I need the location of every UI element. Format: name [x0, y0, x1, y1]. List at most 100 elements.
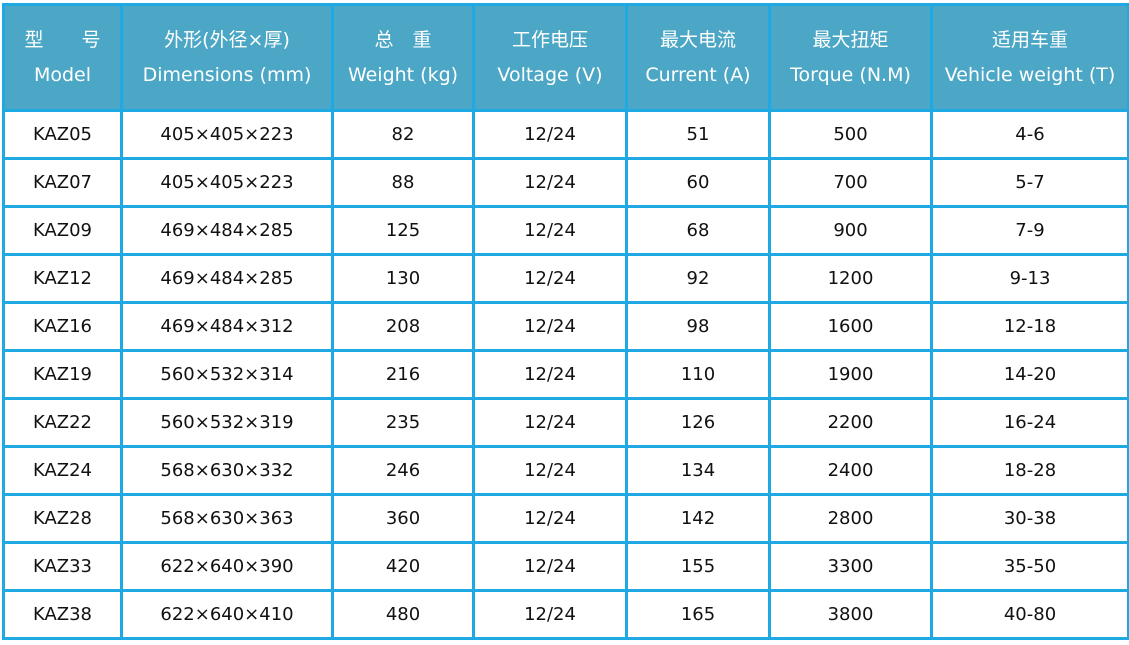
table-cell: 155 — [625, 541, 771, 592]
column-header: 适用车重 Vehicle weight (T) — [930, 3, 1129, 112]
table-cell: 405×405×223 — [120, 109, 334, 160]
header-zh: 适用车重 — [991, 28, 1068, 51]
table-cell: 12/24 — [472, 301, 628, 352]
table-cell: KAZ09 — [2, 205, 123, 256]
table-cell: 1200 — [768, 253, 933, 304]
table-cell: 51 — [625, 109, 771, 160]
table-cell: 12/24 — [472, 205, 628, 256]
table-cell: KAZ19 — [2, 349, 123, 400]
table-cell: 125 — [331, 205, 475, 256]
header-en: Torque (N.M) — [790, 63, 911, 86]
table-cell: 1900 — [768, 349, 933, 400]
column-header: 最大扭矩 Torque (N.M) — [768, 3, 933, 112]
header-en: Current (A) — [645, 63, 751, 86]
table-row: KAZ07 405×405×223 88 12/24 60 700 5-7 — [2, 157, 1129, 208]
table-cell: KAZ38 — [2, 589, 123, 640]
table-cell: KAZ33 — [2, 541, 123, 592]
table-cell: 12/24 — [472, 589, 628, 640]
table-cell: 622×640×390 — [120, 541, 334, 592]
table-cell: 235 — [331, 397, 475, 448]
table-cell: 480 — [331, 589, 475, 640]
table-cell: 60 — [625, 157, 771, 208]
table-row: KAZ05 405×405×223 82 12/24 51 500 4-6 — [2, 109, 1129, 160]
table-cell: 126 — [625, 397, 771, 448]
header-zh: 最大扭矩 — [812, 28, 889, 51]
table-cell: KAZ05 — [2, 109, 123, 160]
table-cell: 5-7 — [930, 157, 1129, 208]
table-cell: KAZ24 — [2, 445, 123, 496]
table-cell: 12/24 — [472, 445, 628, 496]
table-cell: 12/24 — [472, 109, 628, 160]
table-cell: 4-6 — [930, 109, 1129, 160]
table-cell: 92 — [625, 253, 771, 304]
table-cell: 2200 — [768, 397, 933, 448]
header-en: Voltage (V) — [497, 63, 603, 86]
table-cell: 98 — [625, 301, 771, 352]
header-en: Dimensions (mm) — [142, 63, 312, 86]
header-zh: 最大电流 — [659, 28, 736, 51]
table-row: KAZ16 469×484×312 208 12/24 98 1600 12-18 — [2, 301, 1129, 352]
header-zh: 总 重 — [374, 28, 432, 51]
table-cell: 165 — [625, 589, 771, 640]
table-cell: 12/24 — [472, 157, 628, 208]
table-cell: 82 — [331, 109, 475, 160]
table-row: KAZ19 560×532×314 216 12/24 110 1900 14-20 — [2, 349, 1129, 400]
table-cell: 16-24 — [930, 397, 1129, 448]
table-cell: 469×484×285 — [120, 205, 334, 256]
table-cell: 3800 — [768, 589, 933, 640]
table-row: KAZ09 469×484×285 125 12/24 68 900 7-9 — [2, 205, 1129, 256]
table-cell: KAZ28 — [2, 493, 123, 544]
header-zh: 型 号 — [24, 28, 101, 51]
header-en: Vehicle weight (T) — [944, 63, 1116, 86]
table-cell: 500 — [768, 109, 933, 160]
table-cell: 622×640×410 — [120, 589, 334, 640]
table-cell: 35-50 — [930, 541, 1129, 592]
table-row: KAZ33 622×640×390 420 12/24 155 3300 35-50 — [2, 541, 1129, 592]
table-row: KAZ28 568×630×363 360 12/24 142 2800 30-38 — [2, 493, 1129, 544]
table-cell: 130 — [331, 253, 475, 304]
table-cell: 2800 — [768, 493, 933, 544]
header-zh: 工作电压 — [511, 28, 588, 51]
table-cell: 900 — [768, 205, 933, 256]
table-cell: 12/24 — [472, 253, 628, 304]
table-cell: 12/24 — [472, 493, 628, 544]
spec-table: 型 号 Model 外形(外径×厚) Dimensions (mm) 总 重 Weight… — [2, 3, 1129, 640]
table-cell: 88 — [331, 157, 475, 208]
table-cell: 12/24 — [472, 397, 628, 448]
table-cell: 469×484×312 — [120, 301, 334, 352]
table-cell: 2400 — [768, 445, 933, 496]
table-cell: 560×532×319 — [120, 397, 334, 448]
table-row: KAZ12 469×484×285 130 12/24 92 1200 9-13 — [2, 253, 1129, 304]
table-cell: 12-18 — [930, 301, 1129, 352]
table-cell: 360 — [331, 493, 475, 544]
table-cell: 420 — [331, 541, 475, 592]
table-cell: 68 — [625, 205, 771, 256]
table-cell: 568×630×332 — [120, 445, 334, 496]
header-en: Model — [33, 63, 92, 86]
table-cell: KAZ22 — [2, 397, 123, 448]
table-cell: 3300 — [768, 541, 933, 592]
table-cell: 560×532×314 — [120, 349, 334, 400]
table-cell: 142 — [625, 493, 771, 544]
table-cell: 246 — [331, 445, 475, 496]
table-cell: KAZ16 — [2, 301, 123, 352]
table-cell: 40-80 — [930, 589, 1129, 640]
table-cell: 9-13 — [930, 253, 1129, 304]
table-cell: 469×484×285 — [120, 253, 334, 304]
table-cell: 134 — [625, 445, 771, 496]
table-cell: 12/24 — [472, 349, 628, 400]
table-cell: 14-20 — [930, 349, 1129, 400]
table-row: KAZ24 568×630×332 246 12/24 134 2400 18-28 — [2, 445, 1129, 496]
table-cell: KAZ07 — [2, 157, 123, 208]
column-header: 型 号 Model — [2, 3, 123, 112]
table-cell: 30-38 — [930, 493, 1129, 544]
header-zh: 外形(外径×厚) — [164, 28, 290, 51]
header-en: Weight (kg) — [347, 63, 459, 86]
column-header: 最大电流 Current (A) — [625, 3, 771, 112]
table-row: KAZ38 622×640×410 480 12/24 165 3800 40-80 — [2, 589, 1129, 640]
table-cell: 1600 — [768, 301, 933, 352]
table-cell: 18-28 — [930, 445, 1129, 496]
table-cell: KAZ12 — [2, 253, 123, 304]
table-cell: 405×405×223 — [120, 157, 334, 208]
table-cell: 568×630×363 — [120, 493, 334, 544]
